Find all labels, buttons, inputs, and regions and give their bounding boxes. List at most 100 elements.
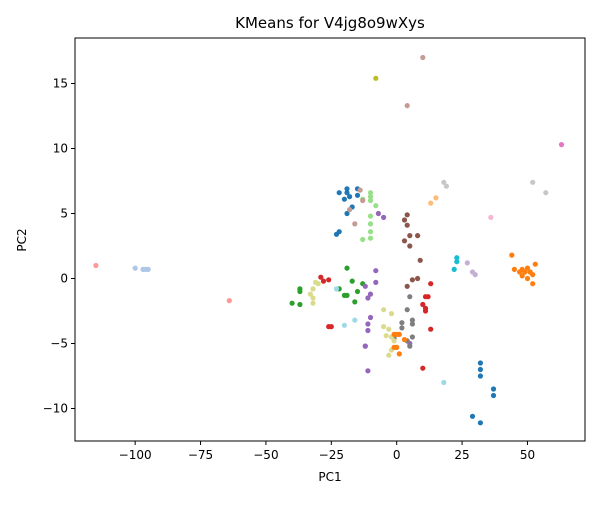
data-point — [333, 286, 340, 292]
data-point — [407, 343, 413, 349]
data-point — [472, 272, 478, 278]
data-point — [310, 295, 316, 301]
y-tick-label: 5 — [60, 207, 68, 221]
data-point — [407, 243, 413, 249]
data-point — [386, 326, 392, 332]
data-point — [530, 179, 536, 185]
data-point — [344, 186, 350, 192]
data-point — [326, 324, 332, 330]
data-point — [354, 288, 361, 295]
data-point — [344, 190, 350, 196]
data-point — [367, 314, 374, 321]
data-point — [320, 278, 327, 284]
data-point — [289, 300, 295, 306]
data-point — [404, 283, 410, 289]
data-point — [409, 321, 415, 327]
data-point — [396, 331, 402, 337]
data-point — [443, 183, 449, 189]
data-point — [367, 194, 374, 200]
axes-frame — [74, 37, 586, 442]
data-point — [415, 275, 421, 282]
data-point — [454, 259, 460, 265]
data-point — [477, 360, 483, 366]
data-point — [401, 337, 408, 343]
data-point — [407, 233, 413, 239]
data-point — [451, 266, 457, 272]
data-point — [401, 217, 408, 223]
data-point — [341, 322, 347, 328]
data-point — [477, 420, 483, 426]
data-point — [404, 307, 410, 313]
data-point — [532, 261, 538, 267]
data-point — [381, 324, 387, 330]
data-point — [381, 214, 387, 220]
data-point — [132, 265, 138, 271]
y-tick-label: −10 — [43, 402, 68, 416]
data-point — [307, 291, 313, 297]
data-point — [428, 326, 434, 332]
data-point — [558, 142, 565, 148]
data-point — [367, 190, 374, 196]
data-point — [509, 252, 515, 258]
data-point — [519, 273, 525, 279]
data-point — [315, 281, 321, 287]
data-point — [365, 295, 371, 301]
x-axis-label: PC1 — [318, 470, 341, 484]
data-point — [391, 338, 397, 344]
data-point — [373, 75, 379, 81]
data-point — [310, 300, 316, 306]
x-tick-label: 50 — [520, 448, 535, 462]
data-point — [396, 351, 402, 357]
data-point — [344, 210, 350, 217]
data-point — [490, 386, 497, 392]
data-point — [365, 368, 371, 374]
y-ticks: −10 −5 0 5 10 15 — [43, 77, 75, 416]
data-point — [409, 334, 415, 340]
points-layer — [93, 54, 565, 426]
data-point — [367, 229, 374, 235]
data-point — [428, 281, 434, 287]
data-point — [399, 325, 405, 331]
data-point — [454, 255, 460, 261]
data-point — [543, 190, 549, 196]
data-point — [524, 275, 531, 282]
y-tick-label: 0 — [60, 272, 68, 286]
data-point — [360, 197, 366, 204]
data-point — [341, 292, 347, 298]
data-point — [388, 311, 395, 317]
data-point — [375, 210, 381, 217]
data-point — [441, 179, 447, 185]
data-point — [93, 262, 99, 269]
x-tick-label: −50 — [253, 448, 278, 462]
x-tick-label: −100 — [119, 448, 152, 462]
data-point — [226, 298, 232, 304]
y-axis-label: PC2 — [15, 228, 29, 251]
data-point — [310, 286, 316, 292]
data-point — [341, 196, 347, 202]
data-point — [367, 291, 374, 297]
x-tick-label: 0 — [393, 448, 401, 462]
data-point — [362, 283, 368, 289]
data-point — [407, 294, 413, 300]
x-tick-label: −25 — [319, 448, 344, 462]
data-point — [383, 333, 389, 339]
chart-title: KMeans for V4jg8o9wXys — [235, 14, 425, 32]
y-tick-label: −5 — [50, 337, 68, 351]
data-point — [477, 366, 483, 373]
data-point — [530, 281, 536, 287]
data-point — [488, 214, 494, 220]
data-point — [367, 235, 374, 241]
data-point — [394, 344, 400, 350]
x-ticks: −100 −75 −50 −25 0 25 50 — [119, 441, 535, 462]
data-point — [522, 269, 528, 275]
data-point — [420, 54, 426, 61]
data-point — [367, 221, 374, 227]
data-point — [433, 195, 439, 201]
data-point — [347, 207, 353, 213]
data-point — [401, 238, 408, 244]
data-point — [417, 257, 423, 263]
data-point — [352, 317, 358, 323]
data-point — [409, 317, 415, 323]
